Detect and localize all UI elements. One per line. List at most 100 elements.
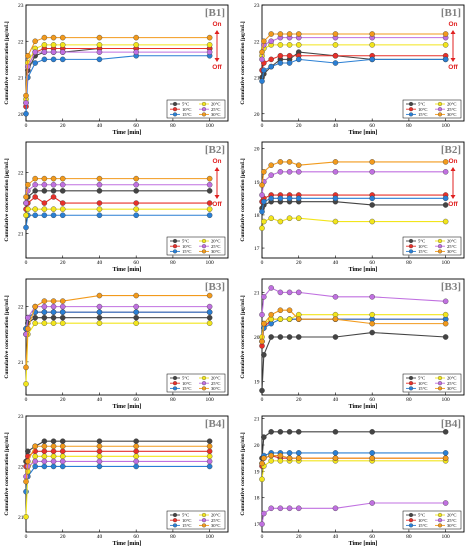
data-point [32,212,38,219]
data-point [286,195,293,202]
x-tick-label: 0 [25,260,28,266]
legend-swatch-marker [172,381,178,386]
data-point [50,206,57,212]
x-tick-label: 20 [60,260,66,266]
data-point [286,169,293,175]
legend-swatch-marker [437,512,443,518]
data-point [96,188,103,194]
annotation-off: Off [448,201,458,208]
y-tick-label: 21 [254,417,260,423]
legend-swatch-marker [408,518,414,523]
y-tick-label: 20 [254,335,260,341]
data-point [41,188,48,194]
x-axis-label: Time [min] [349,404,378,410]
data-point [268,334,274,340]
data-point [96,314,103,321]
data-point [268,172,274,178]
legend-label: 25°C [211,381,221,386]
legend-swatch-marker [408,107,414,112]
data-point [206,206,213,212]
arrow-up-icon [214,30,220,34]
x-tick-label: 80 [170,123,176,129]
data-point [259,460,265,467]
legend-swatch-marker [408,523,414,528]
data-point [50,212,57,219]
data-point [59,309,66,315]
data-point [268,195,274,202]
data-point [133,42,139,48]
legend-swatch-marker [172,101,178,107]
data-point [268,38,274,45]
data-point [206,448,213,455]
data-point [286,334,293,340]
legend: 5°C10°C15°C 20°C25°C30°C [166,236,226,256]
data-point [268,458,274,464]
data-point [442,450,449,456]
data-point [332,169,339,175]
y-tick-label: 18 [254,213,260,219]
data-point [369,202,375,208]
data-point [442,169,449,175]
legend-label: 10°C [418,107,428,112]
legend-swatch-marker [437,518,443,523]
x-axis-label: Time [min] [349,541,378,547]
data-point [332,316,339,322]
legend-label: 5°C [182,513,189,518]
x-tick-label: 80 [406,397,412,403]
legend-swatch-marker [437,107,443,112]
annotation-on: On [212,21,221,28]
data-point [23,478,29,485]
data-point [286,52,293,59]
data-point [59,42,66,48]
arrow-down-icon [214,58,220,62]
data-point [96,463,103,470]
data-point [261,294,267,300]
legend-label: 30°C [211,523,221,528]
legend-label: 30°C [447,249,457,254]
legend-label: 30°C [447,112,457,117]
legend-label: 20°C [447,513,457,518]
data-point [332,159,339,165]
legend: 5°C10°C15°C 20°C25°C30°C [402,99,462,119]
data-point [369,450,375,456]
data-point [23,110,29,117]
data-point [25,188,31,194]
data-point [286,31,293,37]
data-point [295,42,302,48]
legend-swatch-marker [437,386,443,391]
data-point [369,455,375,461]
x-tick-label: 20 [60,534,66,540]
x-axis-label: Time [min] [113,130,142,136]
x-tick-label: 40 [97,123,103,129]
legend-swatch-marker [172,238,178,244]
data-point [25,448,31,455]
data-point [369,56,375,63]
data-point [369,320,375,327]
legend-swatch-marker [437,249,443,254]
legend-label: 30°C [211,249,221,254]
y-axis-label: Cumulative concentration [μg/mL] [4,432,10,515]
legend-swatch-marker [172,249,178,254]
data-point [277,452,284,459]
data-point [133,309,139,315]
data-point [59,458,66,465]
data-point [133,438,139,444]
legend-swatch-marker [408,112,414,117]
data-point [259,338,265,345]
data-point [295,289,302,296]
data-point [59,438,66,444]
data-point [369,311,375,318]
data-point [59,448,66,455]
data-point [133,443,139,450]
x-axis-label: Time [min] [113,404,142,410]
data-point [133,212,139,219]
data-point [332,42,339,48]
legend-label: 20°C [211,102,221,107]
annotation-off: Off [448,64,458,71]
data-point [206,463,213,470]
data-point [50,49,57,55]
arrow-down-icon [214,195,220,199]
data-point [25,181,31,188]
legend-label: 5°C [418,102,425,107]
data-point [50,42,57,48]
